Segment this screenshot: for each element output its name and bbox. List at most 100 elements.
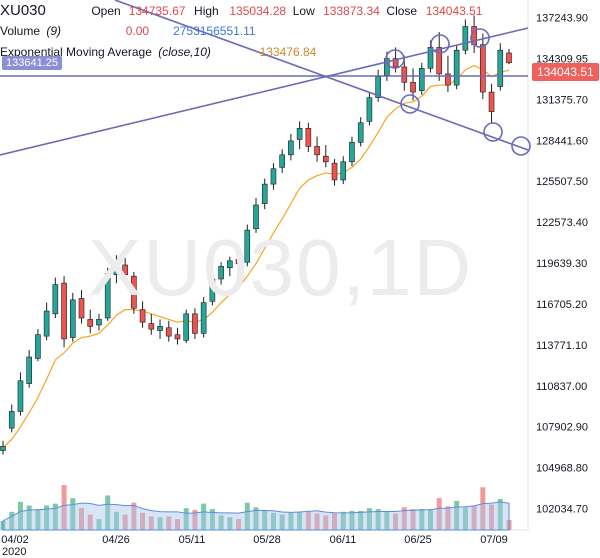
candle-body[interactable] [270,168,277,185]
candle-body[interactable] [453,49,460,86]
high-label: High [194,4,219,18]
candle-body[interactable] [296,128,303,140]
candle-body[interactable] [401,66,408,83]
candle-body[interactable] [480,44,486,93]
candle-body[interactable] [8,411,15,429]
low-label: Low [292,4,315,18]
circle-marker[interactable] [483,122,503,142]
candle-body[interactable] [357,122,364,143]
candle-body[interactable] [366,97,373,122]
volume-bar [489,504,495,530]
candle-body[interactable] [157,326,163,331]
circle-marker[interactable] [511,136,531,156]
volume-bar [209,509,215,530]
y-tick-label: 128441.60 [536,135,588,147]
x-tick-label: 05/11 [179,534,206,546]
candle-body[interactable] [506,52,512,64]
candle-body[interactable] [165,327,172,337]
candle-body[interactable] [253,204,259,230]
candle-body[interactable] [488,91,495,112]
volume-bar [113,511,119,530]
candle-body[interactable] [261,183,268,204]
volume-bar [218,515,224,530]
circle-marker[interactable] [470,28,490,48]
candle-body[interactable] [340,161,347,181]
volume-bar [70,498,76,530]
candle-body[interactable] [314,146,320,156]
candle-body[interactable] [192,313,198,334]
candle-body[interactable] [104,273,111,319]
ema-legend-row[interactable]: Exponential Moving Average (close,10) 13… [0,45,316,59]
candle-body[interactable] [122,264,128,276]
candle-body[interactable] [436,47,443,75]
candle-body[interactable] [113,266,120,276]
candle-body[interactable] [174,334,181,340]
candle-body[interactable] [69,299,76,338]
y-tick-label: 125507.50 [536,176,588,188]
candle-body[interactable] [52,284,59,315]
candle-body[interactable] [35,334,41,359]
volume-bar [279,514,285,530]
left-price-tag[interactable]: 133641.25 [2,56,62,70]
volume-bar [227,517,233,530]
volume-bar [454,500,460,530]
volume-bar [79,508,85,530]
circle-marker[interactable] [385,49,405,69]
candle-body[interactable] [322,155,329,163]
candle-body[interactable] [218,266,224,280]
symbol-label[interactable]: XU030 [0,2,46,19]
candle-body[interactable] [244,229,251,263]
candle-body[interactable] [96,319,102,326]
ema-line [2,64,510,449]
x-tick-label: 04/02 [1,534,29,546]
trendline-up[interactable] [0,27,529,156]
candle-body[interactable] [445,73,451,86]
candle-body[interactable] [87,319,94,327]
volume-bar [131,502,137,530]
candle-body[interactable] [279,154,285,168]
candle-body[interactable] [43,310,50,337]
candle-body[interactable] [392,58,399,68]
candle-body[interactable] [17,380,24,412]
candle-body[interactable] [26,356,32,384]
candle-body[interactable] [331,162,338,181]
candle-body[interactable] [148,323,155,330]
candle-body[interactable] [131,275,137,309]
y-tick-label: 122573.40 [536,217,588,229]
volume-bar [166,516,172,530]
volume-bar [349,510,355,530]
candle-body[interactable] [418,68,425,91]
ohlc-legend-row: XU030 Open 134735.67 High 135034.28 Low … [0,2,482,19]
volume-bar [244,502,250,530]
candle-body[interactable] [349,141,355,163]
volume-bar [96,519,102,530]
trendline-down[interactable] [114,0,529,151]
volume-value: 0.00 [125,24,150,38]
open-label: Open [91,4,121,18]
candle-body[interactable] [497,49,504,87]
candle-body[interactable] [200,302,207,334]
circle-marker[interactable] [400,94,420,114]
y-tick-label: 107902.90 [536,422,588,434]
candle-body[interactable] [78,298,85,319]
candle-body[interactable] [183,313,190,341]
volume-bar [270,512,276,530]
volume-bar [427,509,433,530]
volume-legend-row[interactable]: Volume (9) 0.00 2753156551.11 [0,24,256,38]
candle-body[interactable] [209,278,216,302]
candle-body[interactable] [427,47,434,69]
candle-body[interactable] [0,446,6,451]
volume-bar [358,510,364,530]
circle-marker[interactable] [430,34,450,54]
candle-body[interactable] [227,260,233,269]
candle-body[interactable] [305,128,312,147]
candle-body[interactable] [410,81,416,93]
candle-body[interactable] [288,140,294,156]
candle-body[interactable] [235,259,242,264]
candle-body[interactable] [139,309,146,323]
y-tick-label: 102034.70 [536,504,588,516]
volume-bar [253,507,259,530]
candle-body[interactable] [462,26,469,51]
candle-body[interactable] [61,282,67,340]
